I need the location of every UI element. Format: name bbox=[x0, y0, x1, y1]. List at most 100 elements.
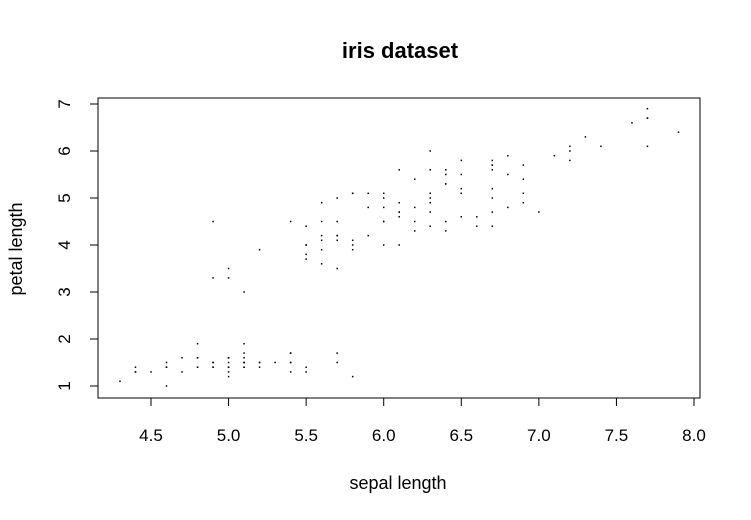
data-point bbox=[646, 117, 649, 119]
y-tick-label: 7 bbox=[55, 99, 74, 108]
data-point bbox=[336, 361, 338, 364]
data-point bbox=[134, 371, 137, 373]
data-point bbox=[413, 220, 416, 223]
data-point bbox=[398, 216, 400, 218]
data-point bbox=[460, 173, 463, 176]
data-point bbox=[336, 352, 338, 354]
data-point bbox=[289, 352, 292, 354]
x-tick-label: 5.0 bbox=[217, 426, 241, 445]
data-point bbox=[243, 357, 245, 359]
data-point bbox=[274, 361, 276, 364]
data-point bbox=[460, 159, 463, 162]
data-point bbox=[491, 164, 494, 166]
data-point bbox=[212, 277, 214, 279]
data-point bbox=[491, 225, 494, 227]
data-point bbox=[351, 375, 354, 378]
plot-frame bbox=[97, 97, 701, 399]
data-point bbox=[522, 192, 525, 195]
data-point bbox=[258, 248, 261, 251]
data-point bbox=[305, 253, 307, 256]
y-tick-label: 4 bbox=[55, 240, 74, 249]
data-point bbox=[305, 244, 307, 246]
data-point bbox=[336, 267, 338, 270]
x-tick-label: 5.5 bbox=[294, 426, 318, 445]
data-point bbox=[429, 197, 432, 199]
data-point bbox=[320, 220, 323, 223]
x-tick-label: 7.0 bbox=[527, 426, 551, 445]
data-point bbox=[445, 230, 447, 232]
x-tick-label: 7.5 bbox=[605, 426, 629, 445]
x-axis-ticks: 4.5 5.0 5.5 6.0 6.5 7.0 7.5 8.0 bbox=[139, 398, 706, 445]
data-point bbox=[507, 173, 509, 176]
data-point bbox=[631, 122, 633, 124]
data-point bbox=[150, 371, 152, 373]
data-point bbox=[522, 201, 525, 204]
data-point bbox=[227, 375, 230, 378]
data-point bbox=[491, 169, 494, 171]
y-tick-label: 3 bbox=[55, 287, 74, 296]
data-point bbox=[196, 357, 199, 359]
data-point bbox=[243, 342, 245, 345]
data-point bbox=[398, 169, 400, 171]
data-point bbox=[336, 197, 338, 199]
data-point bbox=[382, 206, 385, 209]
x-tick-label: 6.0 bbox=[372, 426, 396, 445]
data-point bbox=[165, 385, 168, 387]
data-point bbox=[569, 159, 571, 162]
data-point bbox=[305, 225, 307, 227]
data-point bbox=[243, 352, 245, 354]
data-point bbox=[351, 192, 354, 195]
data-point bbox=[507, 206, 509, 209]
data-point bbox=[398, 244, 400, 246]
data-point bbox=[491, 211, 494, 213]
data-point bbox=[429, 192, 432, 195]
data-point bbox=[382, 220, 385, 223]
data-point bbox=[476, 225, 478, 227]
y-tick-label: 2 bbox=[55, 334, 74, 343]
data-point bbox=[212, 361, 214, 364]
data-point bbox=[646, 107, 649, 110]
data-point bbox=[553, 154, 556, 157]
data-point bbox=[460, 187, 463, 190]
data-point bbox=[646, 145, 649, 148]
data-point bbox=[491, 159, 494, 162]
data-point bbox=[445, 169, 447, 171]
data-point bbox=[289, 220, 292, 223]
data-point bbox=[227, 361, 230, 364]
data-point bbox=[258, 366, 261, 368]
data-point bbox=[522, 178, 525, 180]
data-point bbox=[413, 178, 416, 180]
data-point bbox=[507, 154, 509, 157]
data-point bbox=[569, 150, 571, 152]
data-point bbox=[491, 197, 494, 199]
data-point bbox=[227, 366, 230, 368]
data-point bbox=[476, 216, 478, 218]
data-point bbox=[289, 371, 292, 373]
data-point bbox=[413, 230, 416, 232]
data-point bbox=[522, 164, 525, 166]
data-points bbox=[119, 107, 680, 387]
data-point bbox=[413, 206, 416, 209]
data-point bbox=[538, 211, 540, 213]
data-point bbox=[227, 371, 230, 373]
data-point bbox=[491, 187, 494, 190]
data-point bbox=[429, 169, 432, 171]
data-point bbox=[382, 244, 385, 246]
data-point bbox=[460, 216, 463, 218]
data-point bbox=[227, 277, 230, 279]
data-point bbox=[382, 192, 385, 195]
data-point bbox=[243, 366, 245, 368]
data-point bbox=[119, 380, 121, 383]
y-axis-ticks: 1 2 3 4 5 6 7 bbox=[55, 99, 98, 391]
data-point bbox=[460, 192, 463, 195]
data-point bbox=[569, 145, 571, 148]
data-point bbox=[320, 248, 323, 251]
data-point bbox=[320, 234, 323, 237]
data-point bbox=[351, 248, 354, 251]
chart-title: iris dataset bbox=[342, 38, 459, 63]
data-point bbox=[134, 366, 137, 368]
data-point bbox=[367, 234, 369, 237]
data-point bbox=[196, 342, 199, 345]
data-point bbox=[445, 220, 447, 223]
